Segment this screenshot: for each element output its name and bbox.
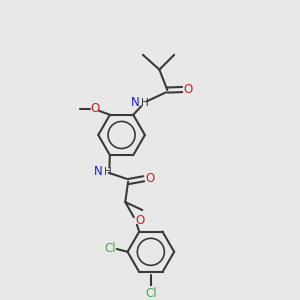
Text: N: N bbox=[131, 96, 140, 110]
Text: O: O bbox=[136, 214, 145, 227]
Text: H: H bbox=[141, 98, 149, 108]
Text: Cl: Cl bbox=[145, 287, 157, 300]
Text: O: O bbox=[184, 83, 193, 96]
Text: N: N bbox=[94, 165, 103, 178]
Text: O: O bbox=[146, 172, 154, 185]
Text: H: H bbox=[104, 167, 112, 177]
Text: Cl: Cl bbox=[104, 242, 116, 256]
Text: O: O bbox=[91, 102, 100, 115]
